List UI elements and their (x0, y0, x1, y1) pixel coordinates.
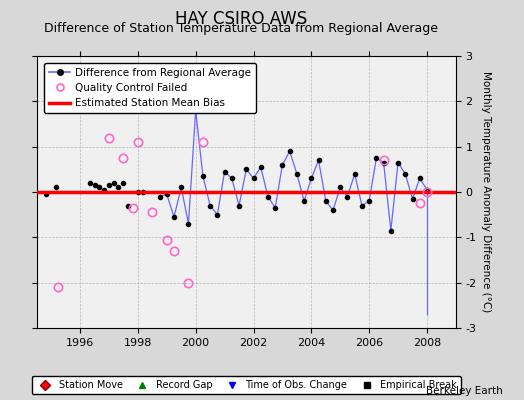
Text: Berkeley Earth: Berkeley Earth (427, 386, 503, 396)
Text: HAY CSIRO AWS: HAY CSIRO AWS (175, 10, 307, 28)
Text: Difference of Station Temperature Data from Regional Average: Difference of Station Temperature Data f… (44, 22, 438, 35)
Legend: Station Move, Record Gap, Time of Obs. Change, Empirical Break: Station Move, Record Gap, Time of Obs. C… (31, 376, 461, 394)
Y-axis label: Monthly Temperature Anomaly Difference (°C): Monthly Temperature Anomaly Difference (… (481, 71, 490, 313)
